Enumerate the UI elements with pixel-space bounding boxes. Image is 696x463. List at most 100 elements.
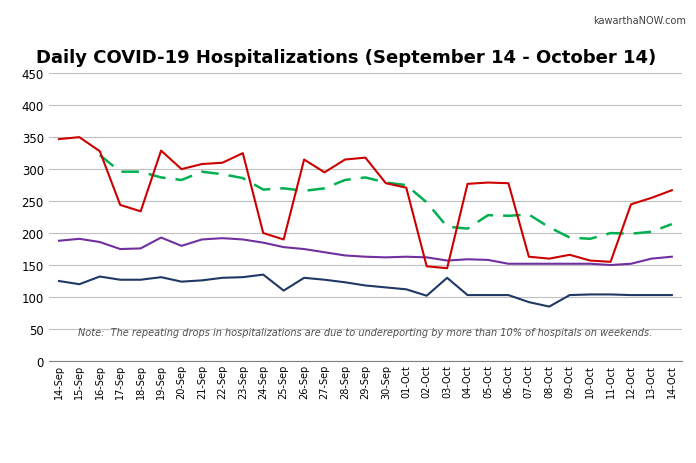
Hospitalizations [627, 202, 635, 207]
Ventilated patients [55, 279, 63, 284]
Hospitalizations 5-day rolling average [116, 169, 125, 175]
ICU patients [402, 254, 411, 260]
Ventilated patients [95, 274, 104, 280]
Hospitalizations 5-day rolling average [566, 235, 574, 241]
ICU patients [504, 262, 512, 267]
Hospitalizations 5-day rolling average [239, 176, 247, 181]
Ventilated patients [566, 293, 574, 298]
Hospitalizations [381, 181, 390, 187]
Hospitalizations 5-day rolling average [402, 183, 411, 188]
Ventilated patients [157, 275, 165, 281]
Text: Note:  The repeating drops in hospitalizations are due to undereporting by more : Note: The repeating drops in hospitaliza… [78, 327, 653, 338]
Hospitalizations [667, 188, 676, 194]
Ventilated patients [361, 283, 370, 288]
Hospitalizations 5-day rolling average [627, 232, 635, 237]
Line: Hospitalizations: Hospitalizations [59, 138, 672, 269]
Ventilated patients [422, 293, 431, 299]
Line: Ventilated patients: Ventilated patients [59, 275, 672, 307]
Hospitalizations [443, 266, 451, 271]
Hospitalizations [116, 203, 125, 208]
Hospitalizations [136, 209, 145, 215]
ICU patients [627, 262, 635, 267]
Hospitalizations [198, 162, 206, 168]
Ventilated patients [545, 304, 553, 310]
ICU patients [75, 237, 84, 242]
Hospitalizations 5-day rolling average [361, 175, 370, 181]
Hospitalizations 5-day rolling average [320, 186, 329, 192]
Hospitalizations 5-day rolling average [484, 213, 492, 219]
Hospitalizations 5-day rolling average [198, 169, 206, 175]
ICU patients [55, 238, 63, 244]
ICU patients [280, 245, 288, 250]
ICU patients [157, 235, 165, 241]
Hospitalizations 5-day rolling average [259, 188, 267, 193]
Hospitalizations [341, 157, 349, 163]
Ventilated patients [116, 277, 125, 283]
Hospitalizations [361, 156, 370, 161]
Hospitalizations [95, 149, 104, 155]
Hospitalizations 5-day rolling average [95, 153, 104, 158]
Ventilated patients [464, 293, 472, 298]
Hospitalizations [606, 259, 615, 265]
Ventilated patients [239, 275, 247, 281]
ICU patients [381, 255, 390, 261]
ICU patients [219, 236, 227, 241]
ICU patients [464, 257, 472, 263]
ICU patients [341, 253, 349, 259]
Hospitalizations [55, 137, 63, 143]
Ventilated patients [177, 279, 186, 285]
Ventilated patients [586, 292, 594, 298]
Hospitalizations [402, 186, 411, 191]
ICU patients [566, 262, 574, 267]
Hospitalizations [239, 151, 247, 156]
Hospitalizations [280, 237, 288, 243]
ICU patients [525, 262, 533, 267]
Hospitalizations 5-day rolling average [136, 169, 145, 175]
Hospitalizations 5-day rolling average [586, 237, 594, 242]
Ventilated patients [381, 285, 390, 291]
Hospitalizations [504, 181, 512, 187]
Ventilated patients [627, 293, 635, 298]
Hospitalizations [525, 254, 533, 260]
Hospitalizations [300, 157, 308, 163]
Hospitalizations 5-day rolling average [606, 231, 615, 236]
Hospitalizations [586, 258, 594, 264]
ICU patients [300, 247, 308, 252]
Ventilated patients [320, 277, 329, 283]
ICU patients [361, 254, 370, 260]
Ventilated patients [341, 280, 349, 286]
Hospitalizations 5-day rolling average [525, 212, 533, 218]
Hospitalizations 5-day rolling average [545, 225, 553, 231]
Hospitalizations 5-day rolling average [219, 172, 227, 178]
ICU patients [177, 244, 186, 249]
Hospitalizations [422, 264, 431, 269]
ICU patients [198, 237, 206, 243]
Ventilated patients [484, 293, 492, 298]
ICU patients [647, 257, 656, 262]
Hospitalizations 5-day rolling average [341, 178, 349, 183]
Ventilated patients [198, 278, 206, 283]
Hospitalizations [566, 252, 574, 258]
ICU patients [586, 262, 594, 267]
ICU patients [443, 258, 451, 264]
Title: Daily COVID-19 Hospitalizations (September 14 - October 14): Daily COVID-19 Hospitalizations (Septemb… [36, 49, 656, 67]
Hospitalizations [647, 196, 656, 201]
Hospitalizations [75, 135, 84, 141]
ICU patients [422, 255, 431, 261]
Ventilated patients [75, 282, 84, 288]
Hospitalizations [259, 231, 267, 236]
Ventilated patients [402, 287, 411, 293]
Ventilated patients [606, 292, 615, 298]
ICU patients [320, 250, 329, 256]
Ventilated patients [443, 275, 451, 281]
Ventilated patients [219, 275, 227, 281]
ICU patients [239, 237, 247, 243]
Ventilated patients [300, 275, 308, 281]
Ventilated patients [647, 293, 656, 298]
Hospitalizations [219, 161, 227, 166]
Hospitalizations 5-day rolling average [177, 178, 186, 183]
Hospitalizations 5-day rolling average [443, 225, 451, 230]
Ventilated patients [504, 293, 512, 298]
Hospitalizations 5-day rolling average [300, 189, 308, 194]
ICU patients [667, 254, 676, 260]
